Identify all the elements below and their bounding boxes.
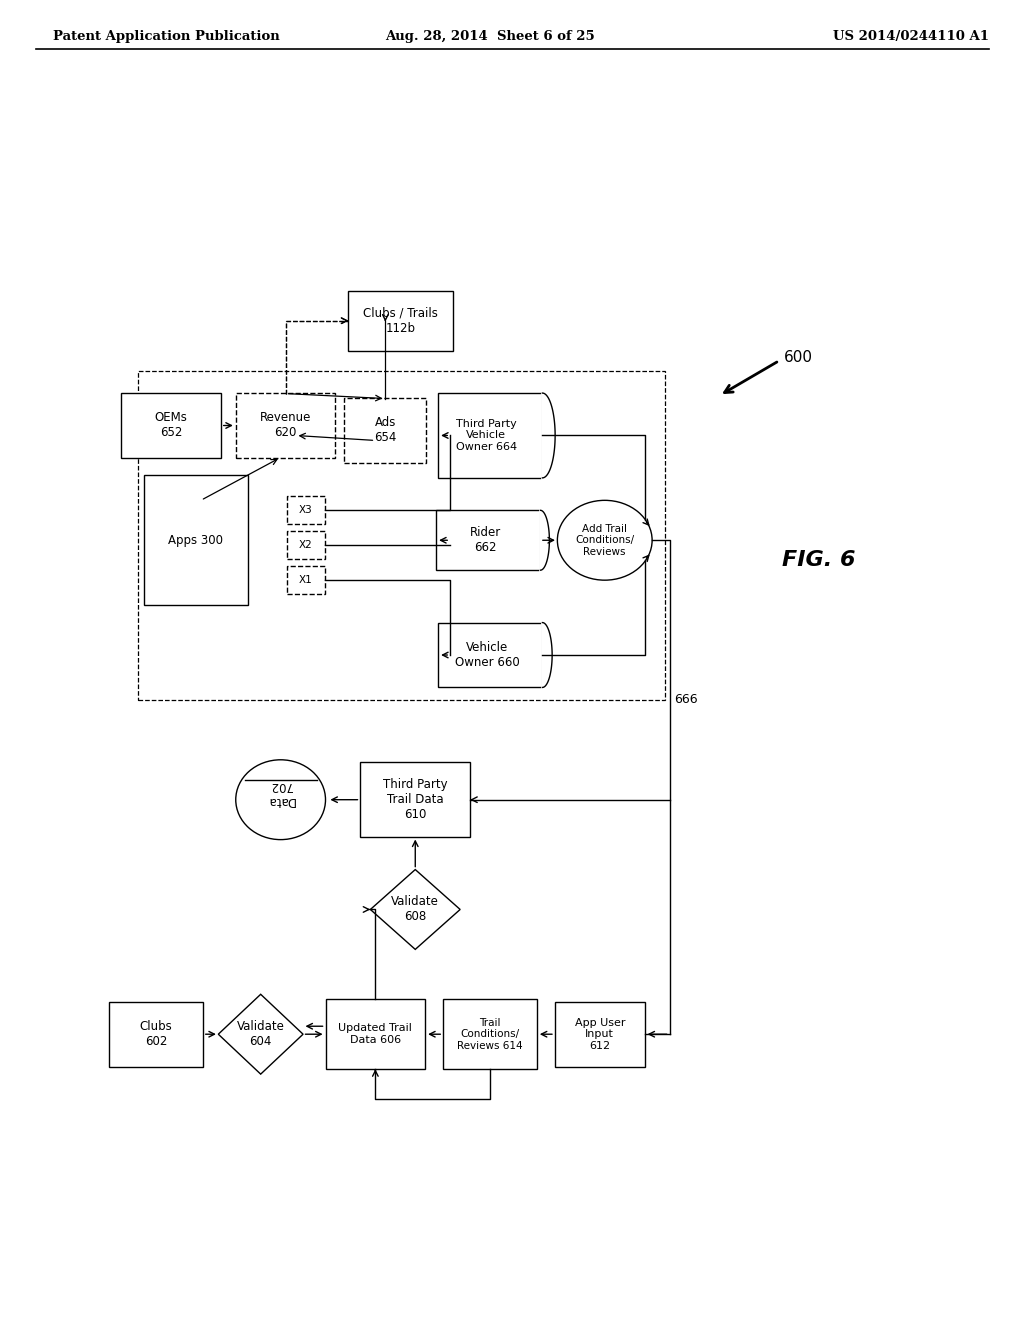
Text: Rider
662: Rider 662 xyxy=(470,527,501,554)
Bar xyxy=(109,1002,204,1067)
Bar xyxy=(138,371,665,700)
Text: FIG. 6: FIG. 6 xyxy=(782,550,856,570)
Text: Apps 300: Apps 300 xyxy=(168,533,223,546)
Text: Add Trail
Conditions/
Reviews: Add Trail Conditions/ Reviews xyxy=(575,524,634,557)
Ellipse shape xyxy=(236,760,326,840)
Text: Clubs
602: Clubs 602 xyxy=(139,1020,172,1048)
Text: Third Party
Vehicle
Owner 664: Third Party Vehicle Owner 664 xyxy=(456,418,517,451)
Text: Trail
Conditions/
Reviews 614: Trail Conditions/ Reviews 614 xyxy=(458,1018,523,1051)
Text: Aug. 28, 2014  Sheet 6 of 25: Aug. 28, 2014 Sheet 6 of 25 xyxy=(385,30,595,42)
Text: Patent Application Publication: Patent Application Publication xyxy=(53,30,280,42)
Bar xyxy=(344,399,426,463)
Polygon shape xyxy=(371,870,460,949)
Text: X1: X1 xyxy=(299,576,312,585)
Text: 666: 666 xyxy=(675,693,698,706)
Text: US 2014/0244110 A1: US 2014/0244110 A1 xyxy=(833,30,989,42)
Bar xyxy=(437,623,543,688)
Text: Third Party
Trail Data
610: Third Party Trail Data 610 xyxy=(383,779,447,821)
Text: Updated Trail
Data 606: Updated Trail Data 606 xyxy=(339,1023,413,1045)
Bar xyxy=(287,531,325,560)
Bar xyxy=(437,393,543,478)
Text: Revenue
620: Revenue 620 xyxy=(260,412,311,440)
Ellipse shape xyxy=(557,500,652,581)
Bar xyxy=(143,475,248,605)
Bar xyxy=(287,566,325,594)
Text: 600: 600 xyxy=(784,350,813,366)
Text: Ads
654: Ads 654 xyxy=(374,417,396,445)
Bar xyxy=(326,999,425,1069)
Text: Data
702: Data 702 xyxy=(266,779,295,808)
Bar xyxy=(435,511,541,570)
Text: Vehicle
Owner 660: Vehicle Owner 660 xyxy=(455,642,519,669)
Bar xyxy=(348,290,453,351)
Text: OEMs
652: OEMs 652 xyxy=(155,412,187,440)
Bar xyxy=(442,999,538,1069)
Bar xyxy=(287,496,325,524)
Bar xyxy=(555,1002,645,1067)
Text: X3: X3 xyxy=(299,506,312,515)
Text: Validate
608: Validate 608 xyxy=(391,895,439,924)
Text: Validate
604: Validate 604 xyxy=(237,1020,285,1048)
Bar xyxy=(121,393,221,458)
Text: App User
Input
612: App User Input 612 xyxy=(574,1018,625,1051)
Bar xyxy=(236,393,336,458)
Text: X2: X2 xyxy=(299,540,312,550)
Text: Clubs / Trails
112b: Clubs / Trails 112b xyxy=(362,306,437,335)
Polygon shape xyxy=(218,994,303,1074)
Bar xyxy=(360,762,470,837)
